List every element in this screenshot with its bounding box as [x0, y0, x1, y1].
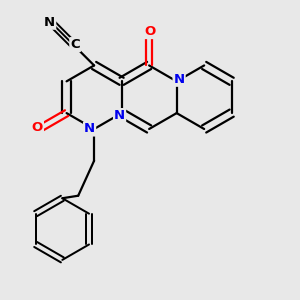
Text: N: N	[84, 122, 95, 136]
Text: C: C	[70, 38, 80, 51]
Text: O: O	[32, 121, 43, 134]
Text: N: N	[114, 109, 125, 122]
Text: O: O	[144, 25, 155, 38]
Text: N: N	[44, 16, 55, 29]
Text: N: N	[173, 73, 185, 86]
